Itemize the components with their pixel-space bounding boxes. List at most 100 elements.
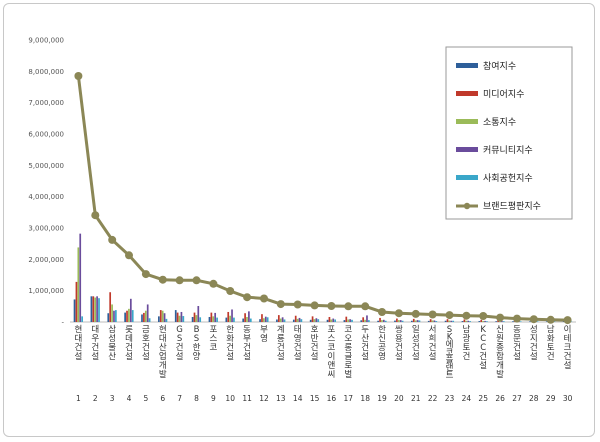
bar bbox=[212, 316, 215, 322]
rank-label: 16 bbox=[327, 394, 337, 403]
brand-index-point bbox=[276, 300, 285, 309]
bar bbox=[158, 316, 160, 322]
bar bbox=[79, 233, 82, 322]
brand-index-point bbox=[378, 308, 386, 316]
brand-index-point bbox=[327, 302, 336, 310]
brand-index-point bbox=[226, 287, 235, 295]
bar bbox=[225, 317, 228, 322]
rank-label: 23 bbox=[445, 394, 455, 403]
bar bbox=[159, 310, 162, 322]
brand-index-point bbox=[563, 316, 572, 325]
bar bbox=[141, 314, 143, 322]
bar bbox=[332, 318, 335, 322]
brand-index-point bbox=[108, 235, 117, 244]
bar bbox=[545, 321, 548, 322]
bar bbox=[401, 320, 404, 322]
legend-label: 미디어지수 bbox=[483, 89, 524, 100]
rank-label: 19 bbox=[377, 394, 387, 403]
bar bbox=[309, 319, 312, 322]
bar bbox=[81, 316, 83, 322]
y-tick-label: 7,000,000 bbox=[28, 99, 64, 107]
bar bbox=[128, 308, 130, 322]
legend-label: 소통지수 bbox=[483, 117, 516, 128]
legend-swatch bbox=[456, 175, 478, 180]
bar bbox=[317, 319, 320, 322]
bar bbox=[113, 310, 115, 322]
brand-index-point bbox=[445, 311, 454, 320]
bar bbox=[276, 319, 278, 322]
y-tick-label: 9,000,000 bbox=[28, 37, 64, 45]
bar bbox=[300, 319, 303, 322]
brand-index-point bbox=[158, 275, 167, 284]
bar bbox=[411, 320, 413, 322]
x-axis-category-labels: 현 대 건 설 대 우 건 설 삼 성 물 산 롯 데 건 설 금 호 건 설 현 대 산 업 개 발 G S 건 설 B S 한 양 포 스 코 한 화 건… bbox=[74, 324, 571, 381]
brand-index-point bbox=[209, 279, 218, 288]
bar bbox=[163, 313, 166, 322]
bar bbox=[379, 317, 381, 322]
bar bbox=[277, 315, 280, 322]
bar bbox=[124, 312, 126, 322]
bar bbox=[311, 316, 314, 322]
bar bbox=[90, 296, 93, 322]
bar bbox=[143, 312, 145, 322]
brand-index-point bbox=[428, 310, 437, 319]
legend-box bbox=[445, 46, 573, 220]
bar bbox=[146, 304, 149, 322]
bar-marks bbox=[73, 233, 573, 322]
rank-label: 6 bbox=[160, 394, 165, 403]
bar bbox=[394, 320, 396, 322]
bar bbox=[180, 311, 183, 322]
bar bbox=[334, 319, 336, 322]
bar bbox=[377, 320, 379, 322]
bar bbox=[484, 320, 486, 322]
bar bbox=[315, 318, 318, 322]
bar bbox=[478, 321, 481, 322]
bar bbox=[427, 320, 430, 322]
brand-index-point bbox=[260, 294, 268, 303]
brand-index-point bbox=[546, 315, 555, 324]
bar bbox=[450, 320, 453, 322]
rank-label: 17 bbox=[344, 394, 354, 403]
bar bbox=[347, 319, 350, 322]
bar bbox=[182, 316, 185, 322]
bar bbox=[92, 296, 95, 322]
y-tick-label: 5,000,000 bbox=[28, 162, 64, 170]
y-tick-label: 4,000,000 bbox=[28, 193, 64, 201]
y-tick-label: 8,000,000 bbox=[28, 68, 64, 76]
bar bbox=[416, 320, 419, 322]
bar bbox=[131, 310, 134, 322]
bar bbox=[174, 310, 177, 322]
bar bbox=[214, 312, 217, 322]
bar bbox=[165, 318, 168, 322]
bar bbox=[98, 298, 100, 322]
bar bbox=[283, 319, 286, 322]
bar bbox=[126, 310, 128, 322]
bar bbox=[469, 321, 471, 322]
bar bbox=[368, 320, 370, 322]
bar bbox=[197, 306, 200, 322]
bar bbox=[480, 319, 483, 322]
bar bbox=[264, 316, 267, 322]
bar bbox=[216, 317, 218, 322]
y-tick-label: 2,000,000 bbox=[28, 256, 64, 264]
bar bbox=[502, 321, 505, 322]
bar bbox=[429, 319, 432, 322]
bar bbox=[366, 315, 368, 322]
bar bbox=[465, 320, 468, 322]
